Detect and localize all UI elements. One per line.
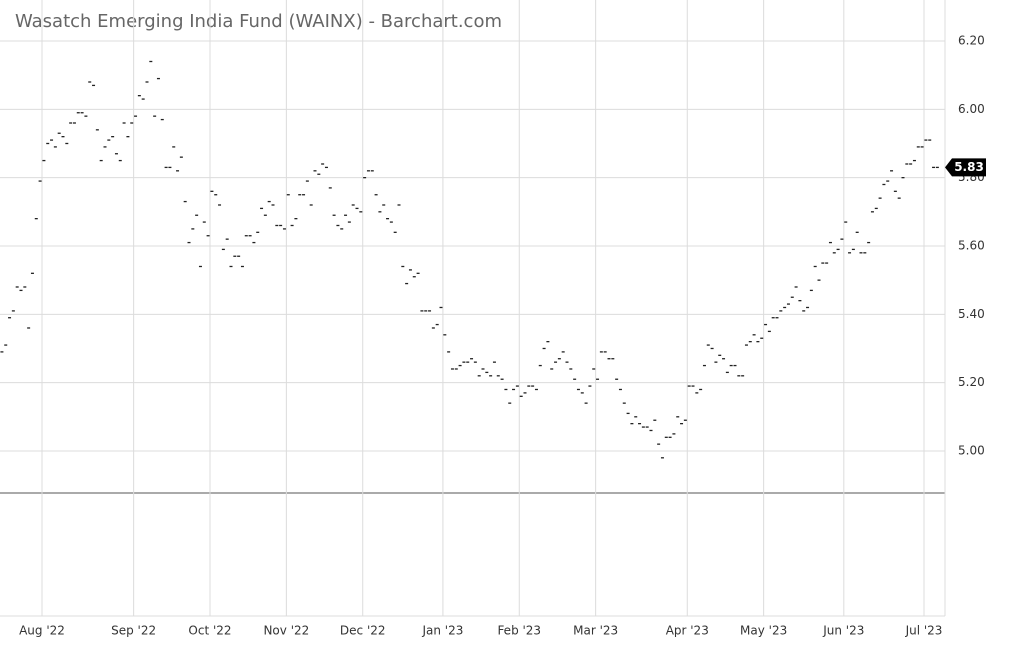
x-tick-label: Sep '22 [111, 624, 156, 638]
x-tick-label: Apr '23 [666, 624, 709, 638]
y-tick-label: 5.40 [958, 307, 985, 321]
last-value-box [945, 158, 986, 177]
x-tick-label: May '23 [740, 624, 787, 638]
x-tick-label: Jun '23 [822, 624, 864, 638]
x-tick-label: Aug '22 [19, 624, 65, 638]
x-tick-label: Feb '23 [497, 624, 541, 638]
chart-title: Wasatch Emerging India Fund (WAINX) - Ba… [15, 11, 502, 32]
y-tick-label: 5.00 [958, 443, 985, 457]
x-tick-label: Nov '22 [263, 624, 309, 638]
y-tick-label: 6.00 [958, 102, 985, 116]
x-tick-label: Dec '22 [340, 624, 386, 638]
x-tick-label: Oct '22 [188, 624, 231, 638]
x-tick-label: Jul '23 [905, 624, 943, 638]
y-tick-label: 5.60 [958, 238, 985, 252]
x-tick-label: Mar '23 [573, 624, 618, 638]
y-tick-label: 6.20 [958, 33, 985, 47]
x-tick-label: Jan '23 [421, 624, 463, 638]
y-tick-label: 5.20 [958, 375, 985, 389]
last-value-label: 5.83 [954, 160, 984, 174]
